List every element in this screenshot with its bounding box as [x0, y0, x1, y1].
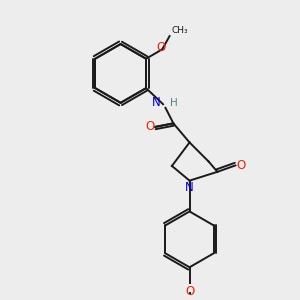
Text: N: N: [152, 96, 161, 109]
Text: O: O: [185, 285, 194, 298]
Text: O: O: [145, 120, 154, 134]
Text: O: O: [236, 159, 246, 172]
Text: H: H: [169, 98, 177, 107]
Text: O: O: [156, 41, 165, 54]
Text: N: N: [185, 181, 194, 194]
Text: CH₃: CH₃: [172, 26, 188, 35]
